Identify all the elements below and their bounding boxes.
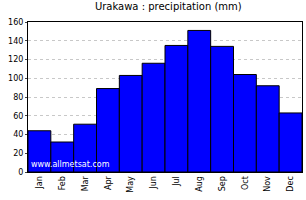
svg-text:20: 20 [13,149,23,158]
svg-text:160: 160 [8,18,23,27]
svg-text:0: 0 [18,168,23,177]
svg-text:Jul: Jul [172,176,181,187]
svg-text:40: 40 [13,130,23,139]
svg-text:140: 140 [8,37,23,46]
svg-text:Urakawa : precipitation (mm): Urakawa : precipitation (mm) [95,1,242,12]
svg-text:Dec: Dec [286,176,295,191]
svg-text:Mar: Mar [81,175,90,191]
svg-text:120: 120 [8,55,23,64]
svg-text:80: 80 [13,93,23,102]
svg-text:Oct: Oct [241,176,250,190]
svg-text:Jun: Jun [149,176,158,190]
svg-text:Apr: Apr [104,175,113,190]
svg-text:Aug: Aug [195,176,204,192]
svg-text:Jan: Jan [35,176,44,189]
svg-text:100: 100 [8,74,23,83]
svg-text:Nov: Nov [263,176,272,192]
svg-text:www.allmetsat.com: www.allmetsat.com [31,160,110,169]
svg-text:Feb: Feb [58,176,67,190]
svg-text:May: May [126,176,135,193]
svg-text:60: 60 [13,112,23,121]
svg-text:Sep: Sep [218,176,227,191]
